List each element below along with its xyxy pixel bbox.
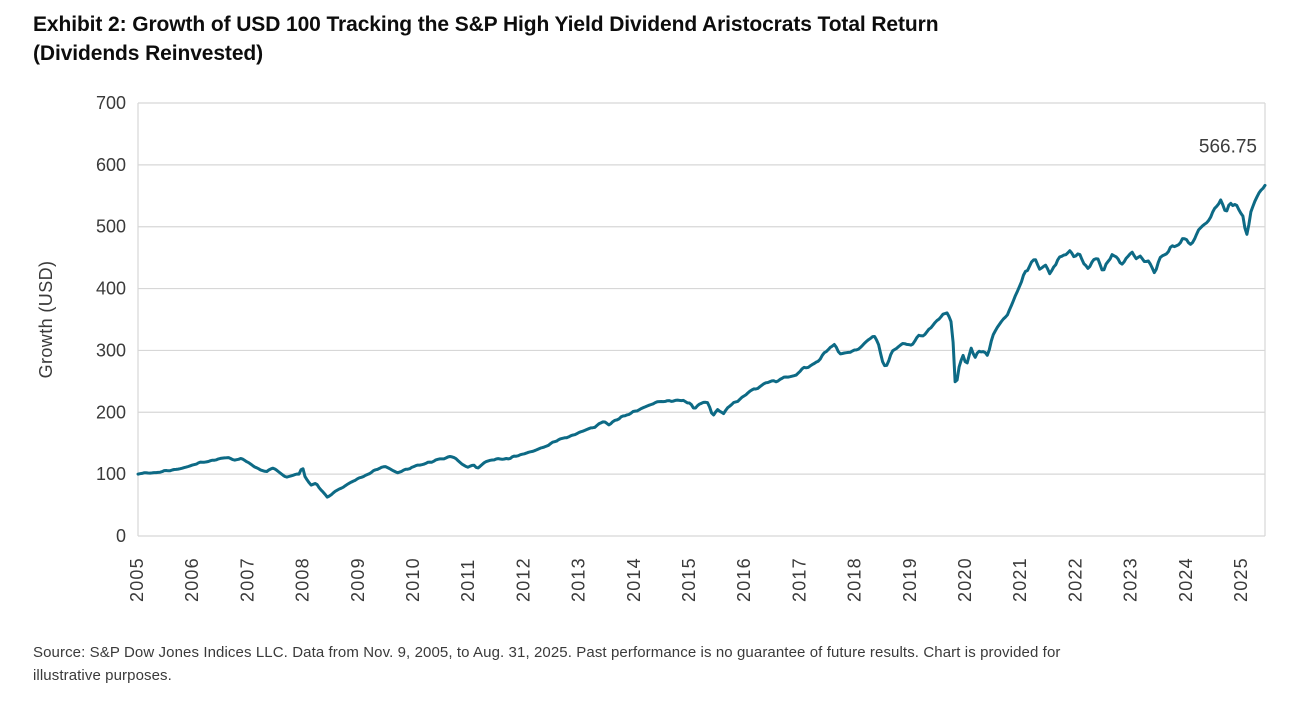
- exhibit-title-line2: (Dividends Reinvested): [33, 42, 264, 65]
- x-tick-label: 2019: [900, 557, 920, 602]
- y-tick-label: 600: [96, 155, 126, 175]
- y-axis-title: Growth (USD): [36, 261, 56, 379]
- end-value-label: 566.75: [1199, 136, 1257, 157]
- y-tick-label: 100: [96, 464, 126, 484]
- y-tick-label: 0: [116, 526, 126, 546]
- series-line: [136, 183, 1267, 499]
- x-tick-label: 2017: [789, 557, 809, 602]
- x-tick-label: 2023: [1121, 557, 1141, 602]
- exhibit-title: Exhibit 2: Growth of USD 100 Tracking th…: [33, 10, 1273, 68]
- source-note-line2: illustrative purposes.: [33, 667, 172, 684]
- x-tick-label: 2005: [127, 557, 147, 602]
- x-tick-label: 2018: [845, 557, 865, 602]
- x-tick-label: 2016: [734, 557, 754, 602]
- x-tick-label: 2020: [955, 557, 975, 602]
- x-tick-label: 2021: [1010, 557, 1030, 602]
- y-tick-label: 300: [96, 340, 126, 360]
- x-tick-label: 2010: [403, 557, 423, 602]
- x-tick-label: 2025: [1231, 557, 1251, 602]
- x-tick-label: 2015: [679, 557, 699, 602]
- y-tick-label: 700: [96, 93, 126, 113]
- source-note-line1: Source: S&P Dow Jones Indices LLC. Data …: [33, 644, 1061, 661]
- exhibit-title-line1: Exhibit 2: Growth of USD 100 Tracking th…: [33, 13, 939, 36]
- x-tick-label: 2012: [513, 557, 533, 602]
- x-tick-label: 2014: [624, 557, 644, 602]
- x-tick-label: 2024: [1176, 557, 1196, 602]
- y-tick-label: 200: [96, 402, 126, 422]
- x-tick-label: 2007: [237, 557, 257, 602]
- x-tick-label: 2006: [182, 557, 202, 602]
- y-tick-label: 500: [96, 217, 126, 237]
- x-tick-label: 2013: [569, 557, 589, 602]
- source-note: Source: S&P Dow Jones Indices LLC. Data …: [33, 641, 1283, 687]
- y-tick-label: 400: [96, 279, 126, 299]
- x-tick-label: 2008: [293, 557, 313, 602]
- x-tick-label: 2011: [458, 558, 478, 602]
- x-tick-label: 2022: [1065, 557, 1085, 602]
- x-tick-label: 2009: [348, 557, 368, 602]
